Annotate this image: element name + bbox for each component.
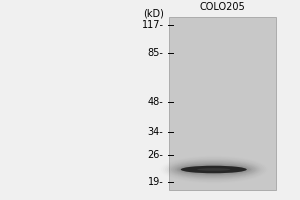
Ellipse shape bbox=[177, 164, 251, 175]
Text: 48-: 48- bbox=[148, 97, 164, 107]
Text: 34-: 34- bbox=[148, 127, 164, 137]
Ellipse shape bbox=[181, 166, 247, 173]
Ellipse shape bbox=[179, 165, 249, 174]
Text: 85-: 85- bbox=[148, 48, 164, 58]
Ellipse shape bbox=[181, 166, 247, 173]
Ellipse shape bbox=[197, 168, 230, 171]
Bar bbox=[169, 17, 276, 190]
Text: 19-: 19- bbox=[148, 177, 164, 187]
Text: (kD): (kD) bbox=[142, 8, 164, 18]
Text: 117-: 117- bbox=[142, 20, 164, 30]
Text: 26-: 26- bbox=[148, 150, 164, 160]
Text: COLO205: COLO205 bbox=[199, 2, 245, 12]
